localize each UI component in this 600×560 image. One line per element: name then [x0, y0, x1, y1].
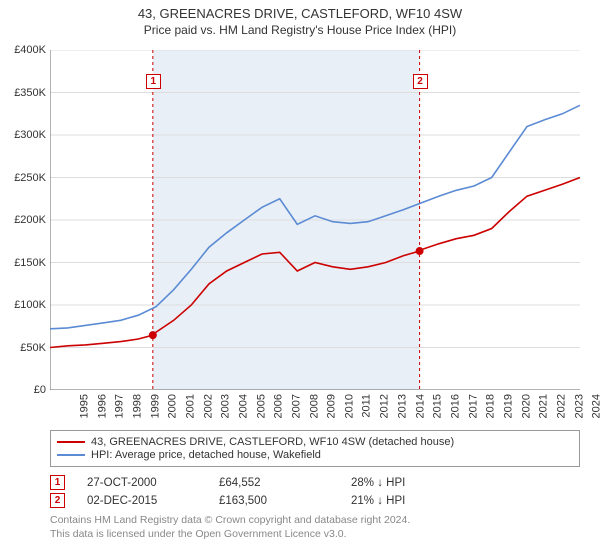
footer-line: Contains HM Land Registry data © Crown c…: [50, 514, 580, 528]
sale-fact-delta: 28% ↓ HPI: [351, 477, 461, 489]
legend: 43, GREENACRES DRIVE, CASTLEFORD, WF10 4…: [50, 430, 580, 467]
x-tick-label: 2020: [520, 394, 532, 418]
x-tick-label: 2019: [502, 394, 514, 418]
x-tick-label: 2008: [308, 394, 320, 418]
y-tick-label: £350K: [14, 87, 46, 99]
y-tick-label: £400K: [14, 44, 46, 56]
sale-fact-row: 1 27-OCT-2000 £64,552 28% ↓ HPI: [50, 475, 580, 490]
x-tick-label: 2004: [237, 394, 249, 418]
x-tick-label: 2011: [360, 394, 372, 418]
legend-label: HPI: Average price, detached house, Wake…: [91, 449, 321, 461]
sale-fact-delta: 21% ↓ HPI: [351, 495, 461, 507]
x-tick-label: 1996: [96, 394, 108, 418]
sale-fact-date: 02-DEC-2015: [87, 495, 197, 507]
sale-fact-date: 27-OCT-2000: [87, 477, 197, 489]
legend-item: 43, GREENACRES DRIVE, CASTLEFORD, WF10 4…: [57, 436, 573, 448]
x-tick-label: 2009: [326, 394, 338, 418]
legend-item: HPI: Average price, detached house, Wake…: [57, 449, 573, 461]
x-tick-label: 2012: [379, 394, 391, 418]
x-tick-label: 2005: [255, 394, 267, 418]
chart-svg: [50, 50, 580, 390]
x-tick-label: 2021: [538, 394, 550, 418]
chart-title: 43, GREENACRES DRIVE, CASTLEFORD, WF10 4…: [0, 6, 600, 21]
legend-swatch: [57, 454, 85, 456]
y-tick-label: £250K: [14, 172, 46, 184]
legend-label: 43, GREENACRES DRIVE, CASTLEFORD, WF10 4…: [91, 436, 454, 448]
figure-root: 43, GREENACRES DRIVE, CASTLEFORD, WF10 4…: [0, 0, 600, 560]
chart-subtitle: Price paid vs. HM Land Registry's House …: [0, 23, 600, 37]
x-tick-label: 2002: [202, 394, 214, 418]
y-tick-label: £50K: [20, 342, 46, 354]
x-tick-label: 2007: [290, 394, 302, 418]
x-tick-label: 2017: [467, 394, 479, 418]
below-chart-block: 43, GREENACRES DRIVE, CASTLEFORD, WF10 4…: [50, 430, 580, 541]
x-tick-label: 1997: [114, 394, 126, 418]
x-tick-label: 2013: [396, 394, 408, 418]
x-tick-label: 1995: [78, 394, 90, 418]
x-tick-label: 2001: [184, 394, 196, 418]
sale-fact-price: £64,552: [219, 477, 329, 489]
legend-swatch: [57, 441, 85, 443]
x-tick-label: 2018: [485, 394, 497, 418]
titles: 43, GREENACRES DRIVE, CASTLEFORD, WF10 4…: [0, 0, 600, 37]
event-marker-label: 1: [146, 74, 161, 89]
x-tick-label: 2006: [273, 394, 285, 418]
sale-facts: 1 27-OCT-2000 £64,552 28% ↓ HPI 2 02-DEC-2015…: [50, 475, 580, 508]
y-tick-label: £150K: [14, 257, 46, 269]
x-tick-label: 2010: [343, 394, 355, 418]
sale-fact-price: £163,500: [219, 495, 329, 507]
chart-area: £0£50K£100K£150K£200K£250K£300K£350K£400…: [50, 50, 580, 390]
x-tick-label: 2014: [414, 394, 426, 418]
x-tick-label: 2000: [167, 394, 179, 418]
sale-fact-row: 2 02-DEC-2015 £163,500 21% ↓ HPI: [50, 493, 580, 508]
x-tick-label: 1999: [149, 394, 161, 418]
sale-fact-index: 2: [50, 493, 65, 508]
x-tick-label: 2022: [555, 394, 567, 418]
x-tick-label: 1998: [131, 394, 143, 418]
attribution-footer: Contains HM Land Registry data © Crown c…: [50, 514, 580, 541]
x-tick-label: 2023: [573, 394, 585, 418]
x-tick-label: 2015: [432, 394, 444, 418]
y-tick-label: £100K: [14, 299, 46, 311]
x-tick-label: 2016: [449, 394, 461, 418]
y-tick-label: £200K: [14, 214, 46, 226]
x-tick-label: 2024: [591, 394, 600, 418]
event-marker-label: 2: [413, 74, 428, 89]
x-tick-label: 2003: [220, 394, 232, 418]
footer-line: This data is licensed under the Open Gov…: [50, 528, 580, 542]
y-tick-label: £0: [34, 384, 46, 396]
y-tick-label: £300K: [14, 129, 46, 141]
sale-fact-index: 1: [50, 475, 65, 490]
